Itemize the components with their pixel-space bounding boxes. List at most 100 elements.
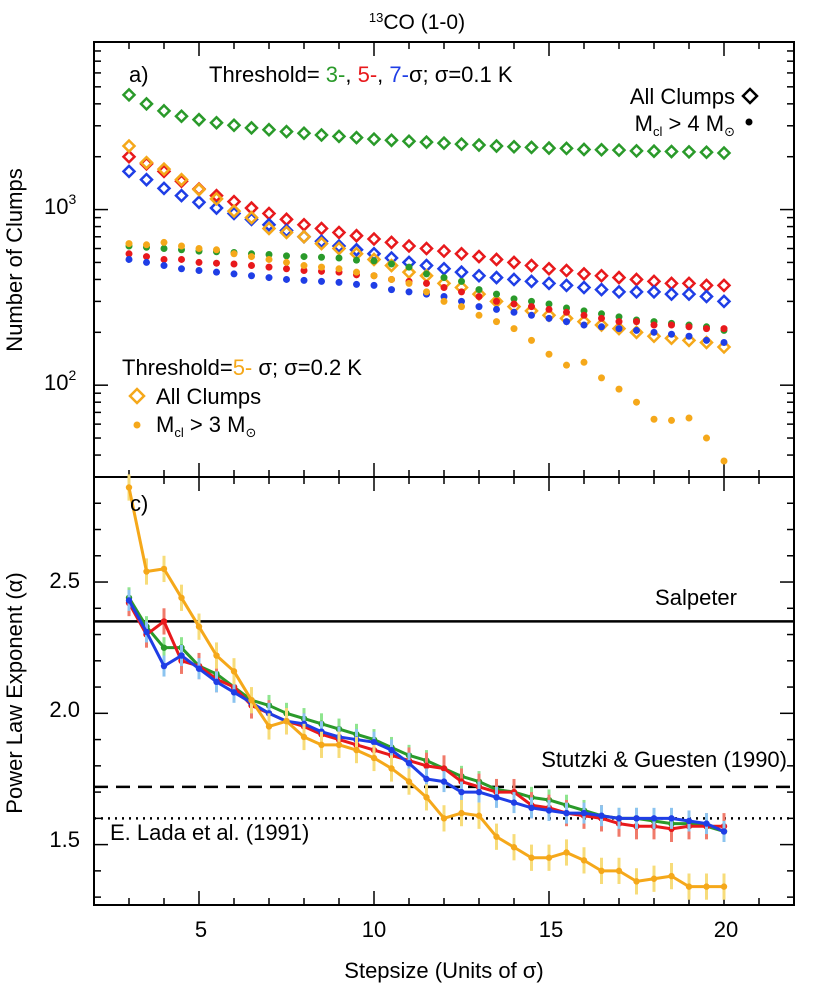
legend-bottom-threshold: Threshold=5- σ; σ=0.2 K	[122, 355, 362, 380]
clump-diamond-point	[576, 266, 592, 282]
clump-diamond-point	[121, 138, 137, 154]
xtick-label-15: 15	[539, 917, 563, 942]
clump-dot-point	[423, 270, 430, 278]
clump-dot-point	[528, 311, 535, 319]
clump-dot-point	[370, 272, 378, 280]
clump-diamond-point	[139, 172, 154, 187]
clump-dot-point	[493, 305, 500, 313]
clump-dot-point	[283, 258, 290, 266]
alpha-point	[493, 794, 500, 801]
clump-dot-point	[580, 358, 588, 366]
clump-diamond-point	[559, 263, 574, 278]
clump-diamond-point	[611, 270, 627, 285]
refline-label-salpeter: Salpeter	[655, 585, 737, 610]
clump-dot-point	[685, 323, 693, 331]
clump-dot-point	[475, 311, 483, 319]
clump-diamond-point	[664, 330, 679, 346]
clump-dot-point	[283, 275, 290, 283]
alpha-point	[475, 788, 483, 796]
clump-dot-point	[703, 434, 710, 442]
clump-diamond-point	[401, 264, 417, 280]
alpha-point	[125, 484, 133, 491]
clump-dot-point	[598, 323, 605, 331]
clump-dot-point	[440, 274, 448, 282]
alpha-point	[265, 723, 273, 730]
legend-bottom-5sigma: 5-	[233, 355, 253, 380]
clump-diamond-point	[279, 124, 294, 139]
alpha-point	[213, 652, 220, 659]
clump-dot-point	[545, 300, 553, 308]
legend-bottom-mass-sun: ⊙	[245, 425, 256, 440]
clump-dot-point	[178, 242, 185, 250]
clump-dot-point	[335, 265, 343, 273]
alpha-point	[528, 854, 535, 861]
figure-title: 13CO (1-0)	[369, 10, 465, 34]
ytick-label-2.5: 2.5	[49, 568, 80, 593]
clump-diamond-point	[349, 130, 364, 145]
clump-dot-point	[143, 253, 150, 261]
clump-diamond-point	[471, 268, 487, 283]
clump-dot-point	[440, 292, 448, 300]
clump-diamond-point	[349, 242, 364, 258]
clump-dot-point	[160, 262, 168, 270]
clump-dot-point	[423, 288, 430, 296]
clump-dot-point	[563, 361, 570, 369]
clump-diamond-point	[384, 133, 399, 148]
alpha-point	[598, 812, 605, 819]
alpha-point	[475, 812, 483, 819]
xtick-label-20: 20	[714, 917, 738, 942]
clump-diamond-point	[471, 137, 487, 153]
clump-diamond-point	[279, 223, 294, 238]
clump-diamond-point	[594, 268, 609, 283]
clump-diamond-point	[279, 212, 294, 227]
legend-top-mass: Mcl > 4 M⊙	[635, 111, 735, 139]
xlabel-suffix: )	[536, 958, 543, 983]
clump-dot-point	[248, 253, 255, 261]
clump-dot-point	[265, 263, 273, 271]
clump-dot-point	[615, 318, 623, 326]
clump-diamond-point	[384, 235, 399, 250]
clump-dot-point	[335, 254, 343, 262]
clump-dot-point	[335, 278, 343, 286]
clump-diamond-point	[664, 144, 679, 159]
clump-diamond-point	[541, 276, 557, 291]
clump-dot-point	[265, 255, 273, 263]
legend-top-mass-sub: cl	[653, 124, 663, 139]
panel-c-marks	[125, 474, 728, 900]
clump-dot-point	[545, 314, 553, 322]
alpha-point	[405, 760, 413, 767]
clump-diamond-point	[314, 236, 329, 251]
clump-diamond-point	[174, 188, 189, 203]
title-main: CO (1-0)	[383, 11, 465, 34]
legend-top-sep2: ,	[377, 62, 389, 87]
legend-top-prefix: Threshold=	[209, 62, 326, 87]
clump-dot-point	[720, 325, 728, 333]
clump-dot-point	[405, 279, 413, 287]
refline-label-lada: E. Lada et al. (1991)	[110, 820, 309, 845]
legend-bottom-mass-sub: cl	[174, 425, 184, 440]
clump-diamond-point	[559, 141, 574, 156]
ytick-label-2.0: 2.0	[49, 697, 80, 722]
alpha-point	[125, 597, 133, 604]
clump-diamond-point	[436, 261, 452, 277]
legend-bottom-mass: Mcl > 3 M⊙	[156, 412, 256, 440]
clump-dot-point	[230, 250, 238, 258]
clump-dot-point	[528, 336, 535, 344]
clump-dot-point	[668, 330, 675, 338]
clump-diamond-point	[261, 122, 277, 137]
clump-diamond-point	[489, 138, 504, 154]
legend-bottom-mass-text: > 3 M	[184, 412, 246, 437]
clump-diamond-point	[331, 129, 347, 144]
clump-diamond-point	[541, 140, 557, 156]
clump-dot-point	[563, 318, 570, 326]
clump-dot-point	[493, 290, 500, 298]
alpha-point	[160, 565, 168, 573]
clump-diamond-point	[296, 125, 312, 141]
alpha-point	[195, 665, 203, 672]
clump-dot-point	[475, 286, 483, 294]
clump-diamond-point	[716, 339, 732, 355]
legend-bottom-diamond-marker	[128, 387, 146, 405]
title-superscript: 13	[369, 10, 383, 25]
clump-diamond-point	[576, 142, 592, 157]
clump-dot-point	[143, 241, 150, 249]
